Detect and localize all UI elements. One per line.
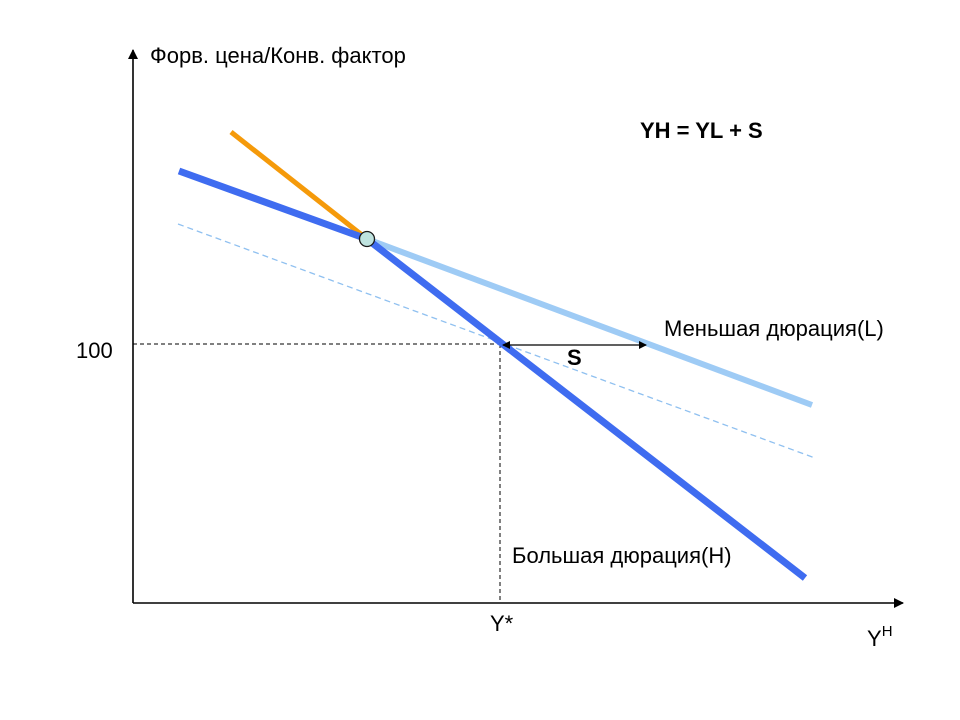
spread-label: S — [567, 345, 582, 370]
y-tick-100: 100 — [76, 338, 113, 363]
intersection-point — [358, 230, 376, 248]
high-duration-line — [177, 167, 808, 581]
y-axis-title: Форв. цена/Конв. фактор — [150, 43, 406, 68]
x-axis-title: YH — [867, 624, 893, 650]
x-axis-title-sup: H — [881, 623, 893, 640]
steep-segment — [229, 130, 369, 241]
shifted-low-duration-line — [177, 223, 816, 459]
x-axis-title-base: Y — [867, 626, 882, 651]
low-duration-line — [365, 236, 814, 408]
formula-label: YH = YL + S — [640, 118, 763, 143]
high-duration-label: Большая дюрация(H) — [512, 543, 732, 568]
x-tick-ystar: Y* — [490, 611, 514, 636]
low-duration-label: Меньшая дюрация(L) — [664, 316, 884, 341]
